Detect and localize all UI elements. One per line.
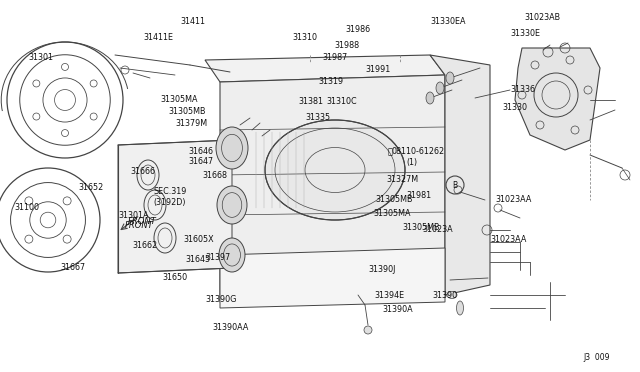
Text: 31987: 31987 [322,54,348,62]
Text: 31301A: 31301A [118,211,148,219]
Polygon shape [205,55,445,82]
Text: 31390G: 31390G [205,295,236,305]
Text: 31411: 31411 [180,17,205,26]
Text: 31330EA: 31330EA [430,17,465,26]
Text: 31988: 31988 [334,41,359,49]
Text: 31023AA: 31023AA [490,235,526,244]
Text: SEC.319: SEC.319 [153,187,186,196]
Polygon shape [430,55,490,295]
Text: 31310C: 31310C [326,97,356,106]
Text: 31327M: 31327M [386,176,418,185]
Text: 31310: 31310 [292,33,317,42]
Ellipse shape [446,72,454,84]
Ellipse shape [456,301,463,315]
Ellipse shape [364,326,372,334]
Text: 31981: 31981 [406,190,431,199]
Text: 31023AB: 31023AB [524,13,560,22]
Ellipse shape [447,292,457,298]
Text: 31390A: 31390A [382,305,413,314]
Text: 31647: 31647 [188,157,213,167]
Text: 31650: 31650 [162,273,187,282]
Text: 31023AA: 31023AA [495,196,531,205]
Text: 31319: 31319 [318,77,343,87]
Polygon shape [118,140,232,273]
Ellipse shape [265,120,405,220]
Text: 31100: 31100 [14,202,39,212]
Text: 31336: 31336 [510,86,535,94]
Text: 31305MB: 31305MB [402,224,440,232]
Text: 31330: 31330 [502,103,527,112]
Ellipse shape [217,186,247,224]
Polygon shape [220,248,445,308]
Text: 31301: 31301 [28,52,53,61]
Text: 31986: 31986 [345,26,370,35]
Text: 31394E: 31394E [374,292,404,301]
Text: 31646: 31646 [188,148,213,157]
Text: 31305MB: 31305MB [375,196,413,205]
Text: 31605X: 31605X [183,235,214,244]
Text: 31652: 31652 [78,183,103,192]
Text: 31023A: 31023A [422,225,452,234]
Text: 31390: 31390 [432,292,457,301]
Text: 31411E: 31411E [143,33,173,42]
Text: 31666: 31666 [130,167,155,176]
Text: J3  009: J3 009 [584,353,610,362]
Text: 31305MB: 31305MB [168,108,205,116]
Text: 31390AA: 31390AA [212,324,248,333]
Text: 31662: 31662 [132,241,157,250]
Text: Ⓑ: Ⓑ [387,148,392,157]
Ellipse shape [219,238,245,272]
Text: 31668: 31668 [202,170,227,180]
Ellipse shape [426,92,434,104]
Text: 31379M: 31379M [175,119,207,128]
Text: (3192D): (3192D) [153,198,186,206]
Polygon shape [515,48,600,150]
Ellipse shape [216,127,248,169]
Text: FRONT: FRONT [128,218,157,227]
Text: FRONT: FRONT [125,221,154,230]
Text: 31330E: 31330E [510,29,540,38]
Text: (1): (1) [406,157,417,167]
Text: 31381: 31381 [298,97,323,106]
Text: 31335: 31335 [305,113,330,122]
Ellipse shape [436,82,444,94]
Text: 31390J: 31390J [368,266,396,275]
Text: 08110-61262: 08110-61262 [392,148,445,157]
Text: 31397: 31397 [205,253,230,263]
Polygon shape [220,75,445,302]
Text: 31667: 31667 [60,263,85,273]
Text: 31991: 31991 [365,65,390,74]
Text: 31305MA: 31305MA [160,96,198,105]
Text: 31645: 31645 [185,256,210,264]
Text: B: B [452,180,458,189]
Text: 31305MA: 31305MA [373,208,410,218]
